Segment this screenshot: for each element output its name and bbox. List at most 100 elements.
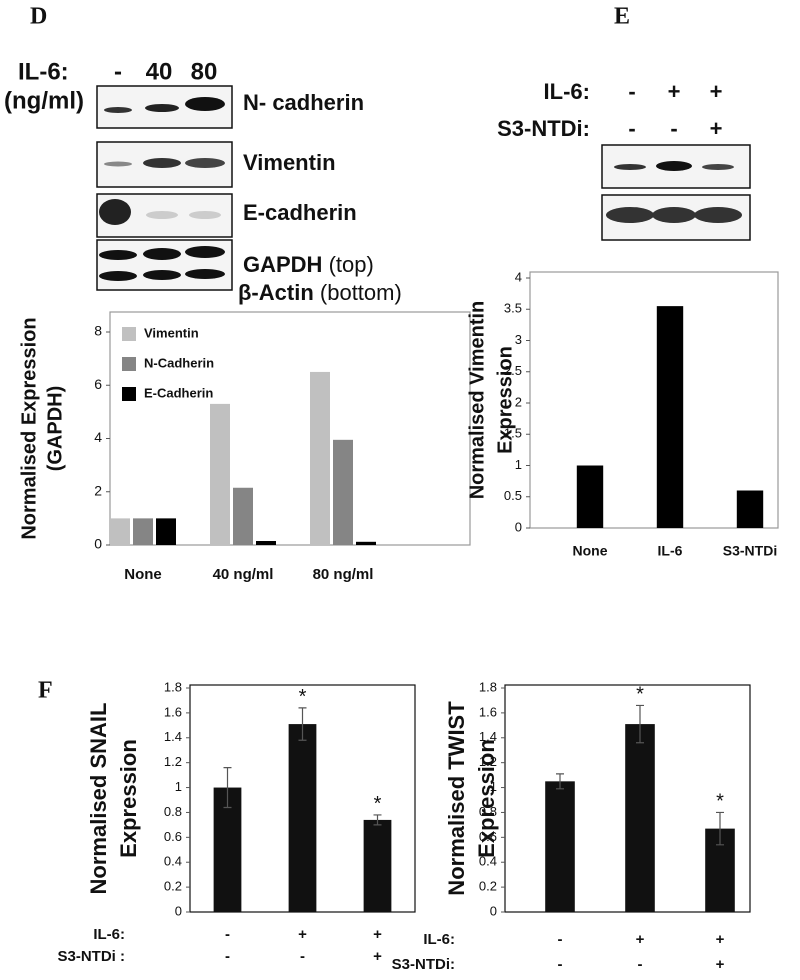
legend-swatch (122, 357, 136, 371)
bar (625, 724, 655, 912)
error-bar (373, 814, 382, 826)
y-tick-label: 0 (515, 519, 522, 534)
bar (256, 541, 276, 545)
legend-label: N-Cadherin (144, 355, 214, 370)
bar (736, 490, 764, 528)
panel-letter: E (614, 4, 630, 30)
blot-d (96, 85, 233, 291)
bar (288, 724, 317, 912)
plot-frame (529, 271, 779, 529)
bar (110, 518, 130, 545)
error-bar (223, 767, 232, 809)
legend-label: E-Cadherin (144, 385, 213, 400)
y-axis-label: Normalised Vimentin (466, 301, 488, 500)
band-label: E-cadherin (243, 200, 357, 225)
y-tick-label: 6 (94, 376, 102, 392)
y-tick-label: 0.4 (479, 854, 497, 869)
loading-label: β-Actin (bottom) (238, 280, 402, 305)
y-tick-label: 0 (94, 536, 102, 552)
condition-label: IL-6: (423, 931, 455, 948)
bar (213, 787, 242, 912)
condition-mark: + (298, 926, 307, 943)
legend-swatch (122, 387, 136, 401)
actin: β-Actin (238, 280, 314, 305)
gapdh: GAPDH (243, 252, 322, 277)
row-label: IL-6: (18, 58, 69, 85)
bar (156, 518, 176, 545)
condition-mark: - (558, 956, 563, 973)
y-tick-label: 1 (175, 779, 182, 794)
y-tick-label: 8 (94, 323, 102, 339)
bar (133, 518, 153, 545)
condition-mark: - (225, 948, 230, 965)
dose: 40 (146, 58, 173, 85)
plot-frame (109, 311, 471, 546)
bar (356, 541, 376, 545)
error-bar (716, 811, 724, 846)
significance: * (299, 686, 307, 708)
bar (656, 306, 684, 528)
y-tick-label: 0 (490, 903, 497, 918)
y-tick-label: 1.8 (164, 679, 182, 694)
y-tick-label: 0.5 (504, 488, 522, 503)
condition-mark: + (373, 948, 382, 965)
actin-note: (bottom) (320, 280, 402, 305)
y-tick-label: 0.6 (164, 829, 182, 844)
y-tick-label: 0.2 (479, 879, 497, 894)
condition-label: S3-NTDi : (58, 948, 126, 965)
condition-mark: - (225, 926, 230, 943)
row-label: S3-NTDi: (497, 116, 590, 141)
mark: - (670, 116, 677, 141)
condition-mark: - (638, 956, 643, 973)
y-tick-label: 1.6 (164, 704, 182, 719)
error-bar (636, 704, 644, 744)
y-tick-label: 2 (515, 394, 522, 409)
y-tick-label: 0 (175, 903, 182, 918)
x-tick-label: 80 ng/ml (313, 566, 374, 583)
significance: * (636, 684, 644, 706)
y-axis-label: Normalised TWIST (444, 701, 469, 896)
significance: * (716, 791, 724, 813)
band-label: Vimentin (243, 150, 336, 175)
blot-e (601, 144, 751, 241)
legend-label: Vimentin (144, 325, 199, 340)
y-tick-label: 1.5 (504, 426, 522, 441)
bar (310, 371, 330, 545)
y-tick-label: 4 (94, 429, 102, 445)
unit-label: (ng/ml) (4, 87, 84, 114)
dose: - (114, 58, 122, 85)
y-tick-label: 2.5 (504, 363, 522, 378)
y-tick-label: 3.5 (504, 301, 522, 316)
mark: - (628, 116, 635, 141)
y-tick-label: 1.2 (164, 754, 182, 769)
x-tick-label: None (124, 566, 162, 583)
y-tick-label: 1.8 (479, 679, 497, 694)
y-tick-label: 0.4 (164, 854, 182, 869)
y-tick-label: 0.6 (479, 829, 497, 844)
panel-letter: D (30, 4, 47, 30)
bar (233, 487, 253, 545)
y-tick-label: 2 (94, 482, 102, 498)
mark: - (628, 79, 635, 104)
y-tick-label: 0.8 (164, 804, 182, 819)
bar (545, 781, 575, 912)
loading-label: GAPDH (top) (243, 252, 374, 277)
panel-letter: F (38, 678, 53, 704)
y-tick-label: 1.4 (479, 729, 497, 744)
y-axis-label: (GAPDH) (44, 386, 66, 472)
error-bar (298, 707, 307, 741)
condition-mark: + (373, 926, 382, 943)
mark: + (710, 79, 723, 104)
x-tick-label: IL-6 (658, 543, 683, 559)
y-axis-label: Expression (474, 739, 499, 858)
row-label: IL-6: (544, 79, 590, 104)
band-label: N- cadherin (243, 90, 364, 115)
y-axis-label: Expression (494, 346, 516, 454)
condition-mark: - (300, 948, 305, 965)
error-bar (556, 773, 564, 790)
bar (576, 465, 604, 528)
dose: 80 (191, 58, 218, 85)
y-tick-label: 1 (490, 779, 497, 794)
x-tick-label: None (573, 543, 608, 559)
